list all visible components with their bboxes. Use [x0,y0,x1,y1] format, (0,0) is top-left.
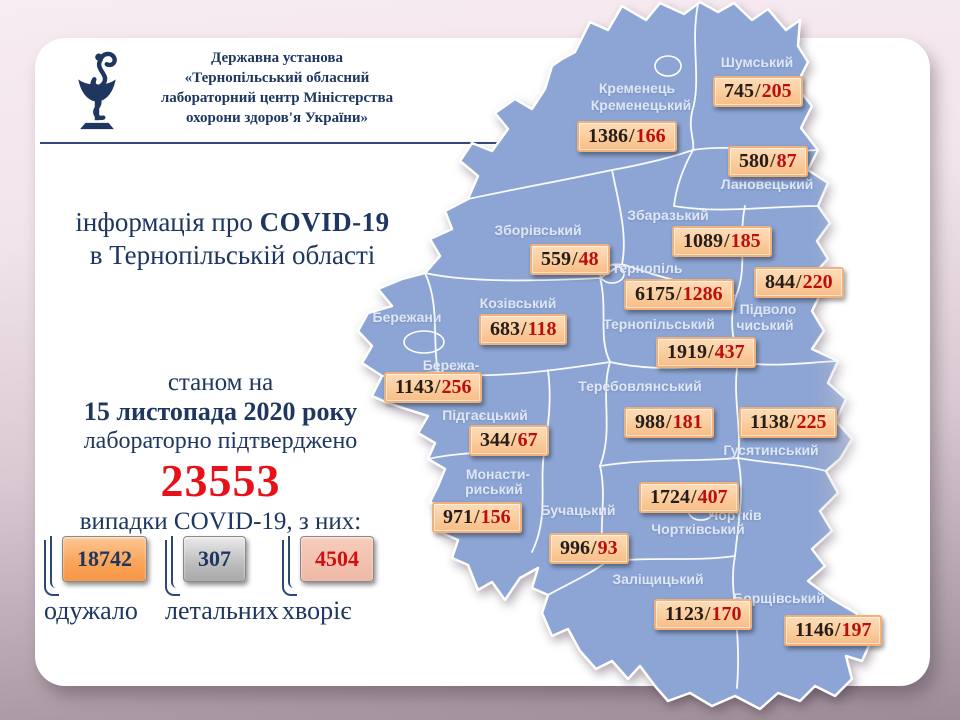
oblast-outline [356,0,874,711]
summary-stat: 307 летальних [165,536,305,646]
title-covid: COVID-19 [259,207,390,237]
org-line: лабораторний центр Міністерства [160,90,394,106]
title-line1: інформація про COVID-19 [25,206,440,239]
report-date: 15 листопада 2020 року [83,397,358,426]
org-line: Державна установа [211,50,343,66]
bracket-decoration [165,536,180,596]
organization-name: Державна установа «Тернопільський обласн… [118,48,436,128]
oblast-map [356,0,874,711]
stat-label: летальних [165,596,279,625]
bracket-decoration [282,536,297,596]
stat-label: хворіє [282,596,352,625]
summary-stat: 4504 хворіє [282,536,422,646]
total-cases: 23553 [160,455,281,506]
stat-label: одужало [44,596,138,625]
page-title: інформація про COVID-19 в Тернопільській… [25,206,440,272]
header-separator [40,142,560,144]
stat-value: 4504 [300,536,374,582]
org-line: охорони здоров'я України» [185,110,369,126]
stat-value: 307 [183,536,246,582]
title-prefix: інформація про [75,207,260,237]
confirmed-label: лабораторно підтверджено [83,428,358,454]
as-of-label: станом на [167,369,274,396]
title-line2: в Тернопільській області [89,240,376,270]
cases-label: випадки COVID-19, з них: [79,508,362,535]
stat-value: 18742 [62,536,147,582]
summary-block: станом на 15 листопада 2020 року лаборат… [18,368,423,536]
bracket-decoration [44,536,59,596]
org-line: «Тернопільський обласний [184,70,370,86]
summary-stat: 18742 одужало [44,536,184,646]
hygieia-bowl-logo [78,51,117,130]
